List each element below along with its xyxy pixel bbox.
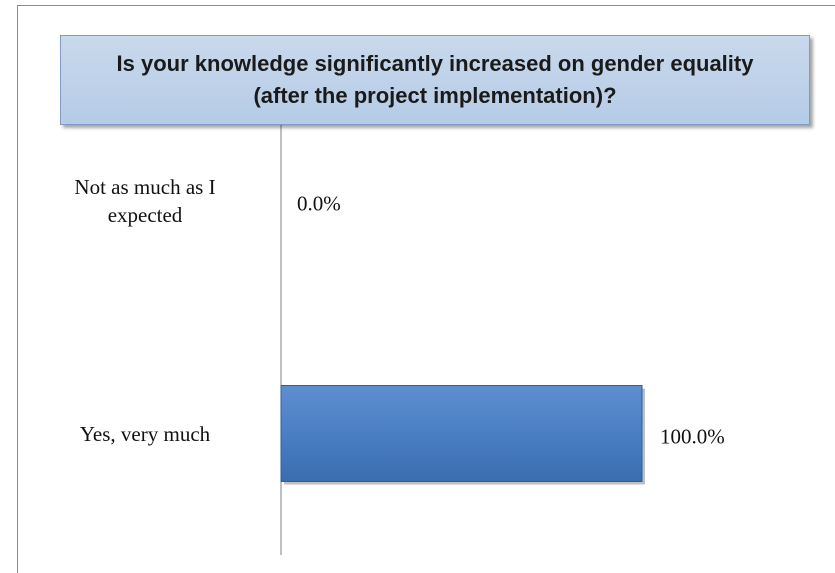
category-label: Not as much as I expected: [74, 174, 216, 227]
category-label: Yes, very much: [79, 421, 211, 446]
chart-border: [17, 5, 835, 573]
value-label: 100.0%: [660, 424, 725, 448]
chart-title: Is your knowledge significantly increase…: [60, 35, 810, 125]
bar: [280, 385, 643, 482]
value-label: 0.0%: [297, 191, 341, 215]
